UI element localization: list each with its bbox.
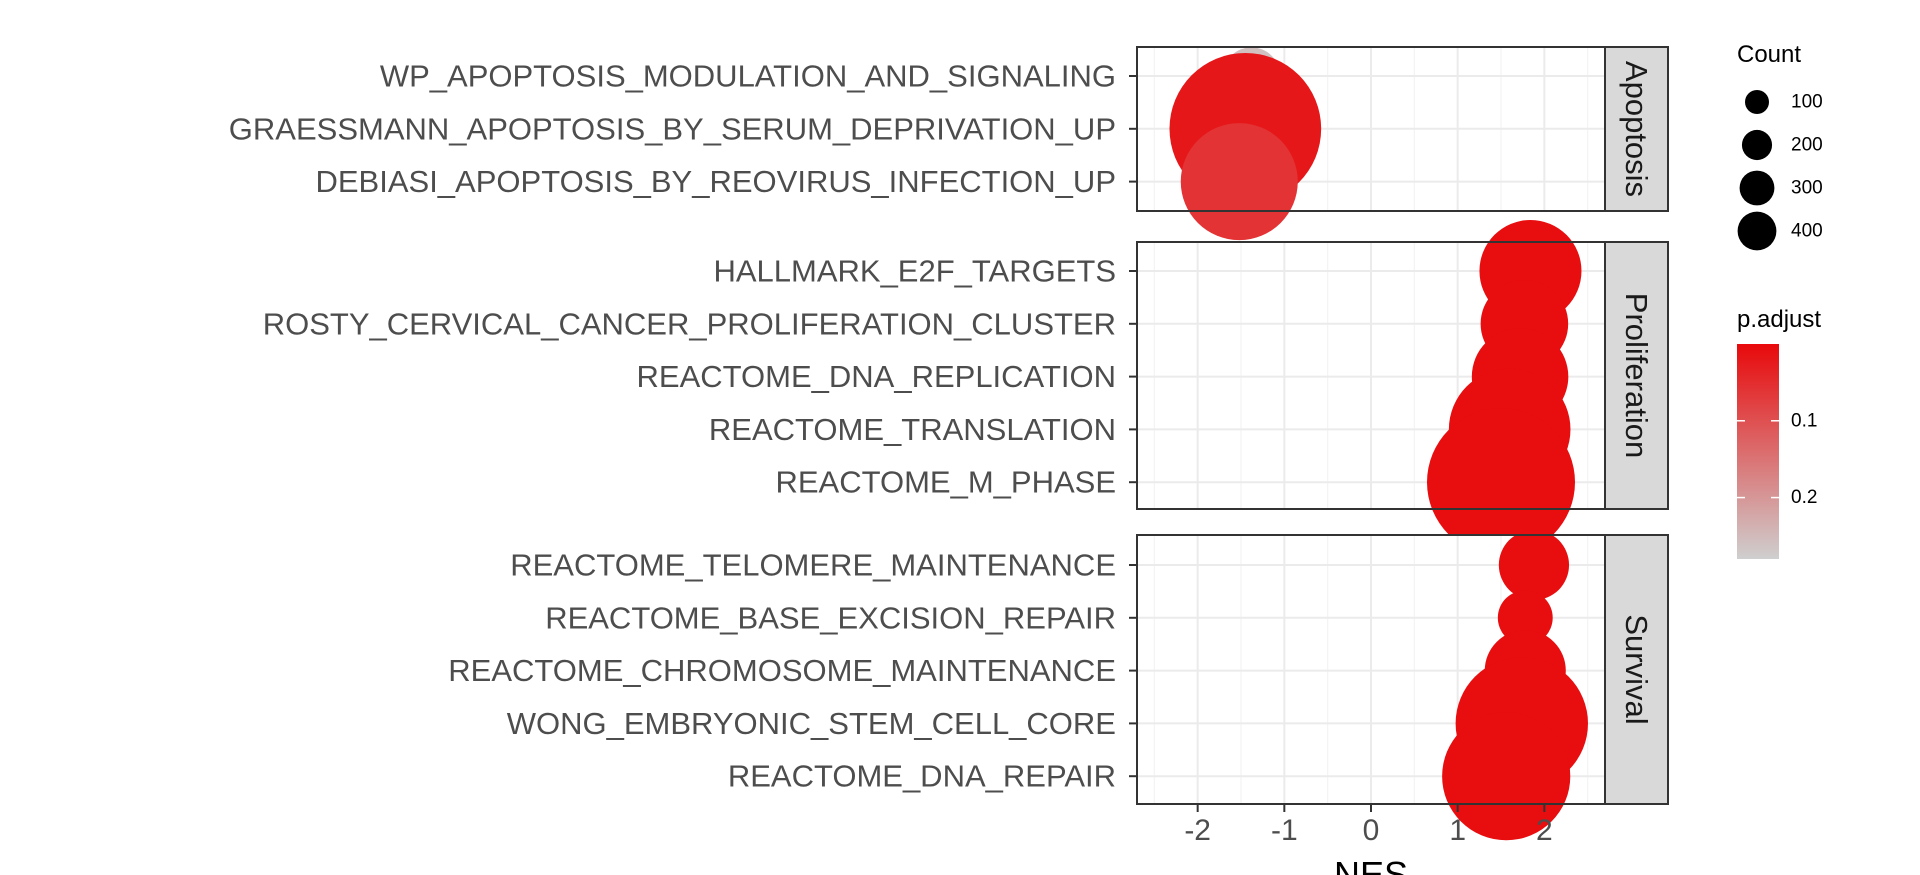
term-label: REACTOME_TELOMERE_MAINTENANCE xyxy=(510,548,1116,583)
facet-strip xyxy=(1604,534,1669,805)
term-label: GRAESSMANN_APOPTOSIS_BY_SERUM_DEPRIVATIO… xyxy=(229,111,1116,146)
term-label: DEBIASI_APOPTOSIS_BY_REOVIRUS_INFECTION_… xyxy=(315,164,1116,199)
x-tick-label: 0 xyxy=(1363,814,1380,847)
term-label: REACTOME_TRANSLATION xyxy=(709,412,1116,447)
legend-size-key xyxy=(1739,170,1775,206)
x-tick-label: 2 xyxy=(1536,814,1553,847)
legend-size-key xyxy=(1741,129,1773,161)
term-label: REACTOME_BASE_EXCISION_REPAIR xyxy=(545,600,1116,635)
facet-label: Proliferation xyxy=(1619,293,1654,458)
term-label: WP_APOPTOSIS_MODULATION_AND_SIGNALING xyxy=(380,59,1116,94)
legend-colorbar xyxy=(1737,344,1779,559)
x-tick-label: -2 xyxy=(1184,814,1211,847)
term-label: REACTOME_M_PHASE xyxy=(775,465,1116,500)
legend-size-title: Count xyxy=(1737,41,1801,68)
facet-label: Survival xyxy=(1619,614,1654,724)
facet-strip xyxy=(1604,46,1669,212)
term-label: ROSTY_CERVICAL_CANCER_PROLIFERATION_CLUS… xyxy=(263,306,1116,341)
term-label: WONG_EMBRYONIC_STEM_CELL_CORE xyxy=(507,706,1116,741)
legend-color-title: p.adjust xyxy=(1737,306,1821,333)
legend-size-key xyxy=(1745,90,1769,114)
x-tick-label: -1 xyxy=(1271,814,1298,847)
data-point xyxy=(1427,408,1575,557)
legend-color-label: 0.2 xyxy=(1791,487,1817,508)
x-axis-title: NES xyxy=(1334,854,1408,875)
legend-size-label: 400 xyxy=(1791,221,1823,242)
legend-size-label: 300 xyxy=(1791,178,1823,199)
term-label: REACTOME_DNA_REPLICATION xyxy=(637,359,1116,394)
term-label: HALLMARK_E2F_TARGETS xyxy=(713,254,1116,289)
facet-strip xyxy=(1604,241,1669,510)
x-tick-label: 1 xyxy=(1449,814,1466,847)
facet-label: Apoptosis xyxy=(1619,61,1654,197)
legend-size-key xyxy=(1737,211,1777,251)
legend-size-label: 100 xyxy=(1791,92,1823,113)
legend-size-label: 200 xyxy=(1791,135,1823,156)
term-label: REACTOME_DNA_REPAIR xyxy=(728,759,1116,794)
data-point xyxy=(1442,712,1571,841)
term-label: REACTOME_CHROMOSOME_MAINTENANCE xyxy=(448,653,1116,688)
data-point xyxy=(1498,529,1570,601)
legend-color-label: 0.1 xyxy=(1791,410,1817,431)
data-point xyxy=(1497,590,1553,646)
data-point xyxy=(1180,123,1298,241)
